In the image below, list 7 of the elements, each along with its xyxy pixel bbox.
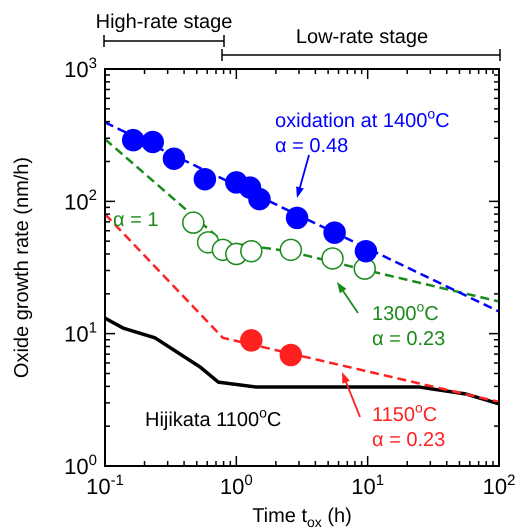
- annotation: α = 0.23: [372, 429, 446, 451]
- annotation: α = 1: [113, 209, 158, 231]
- annotation: α = 0.48: [275, 135, 348, 157]
- annotation: α = 0.23: [372, 328, 446, 350]
- y-axis-title: Oxide growth rate (nm/h): [11, 156, 33, 378]
- text: High-rate stage: [96, 11, 232, 33]
- text: Low-rate stage: [296, 26, 428, 48]
